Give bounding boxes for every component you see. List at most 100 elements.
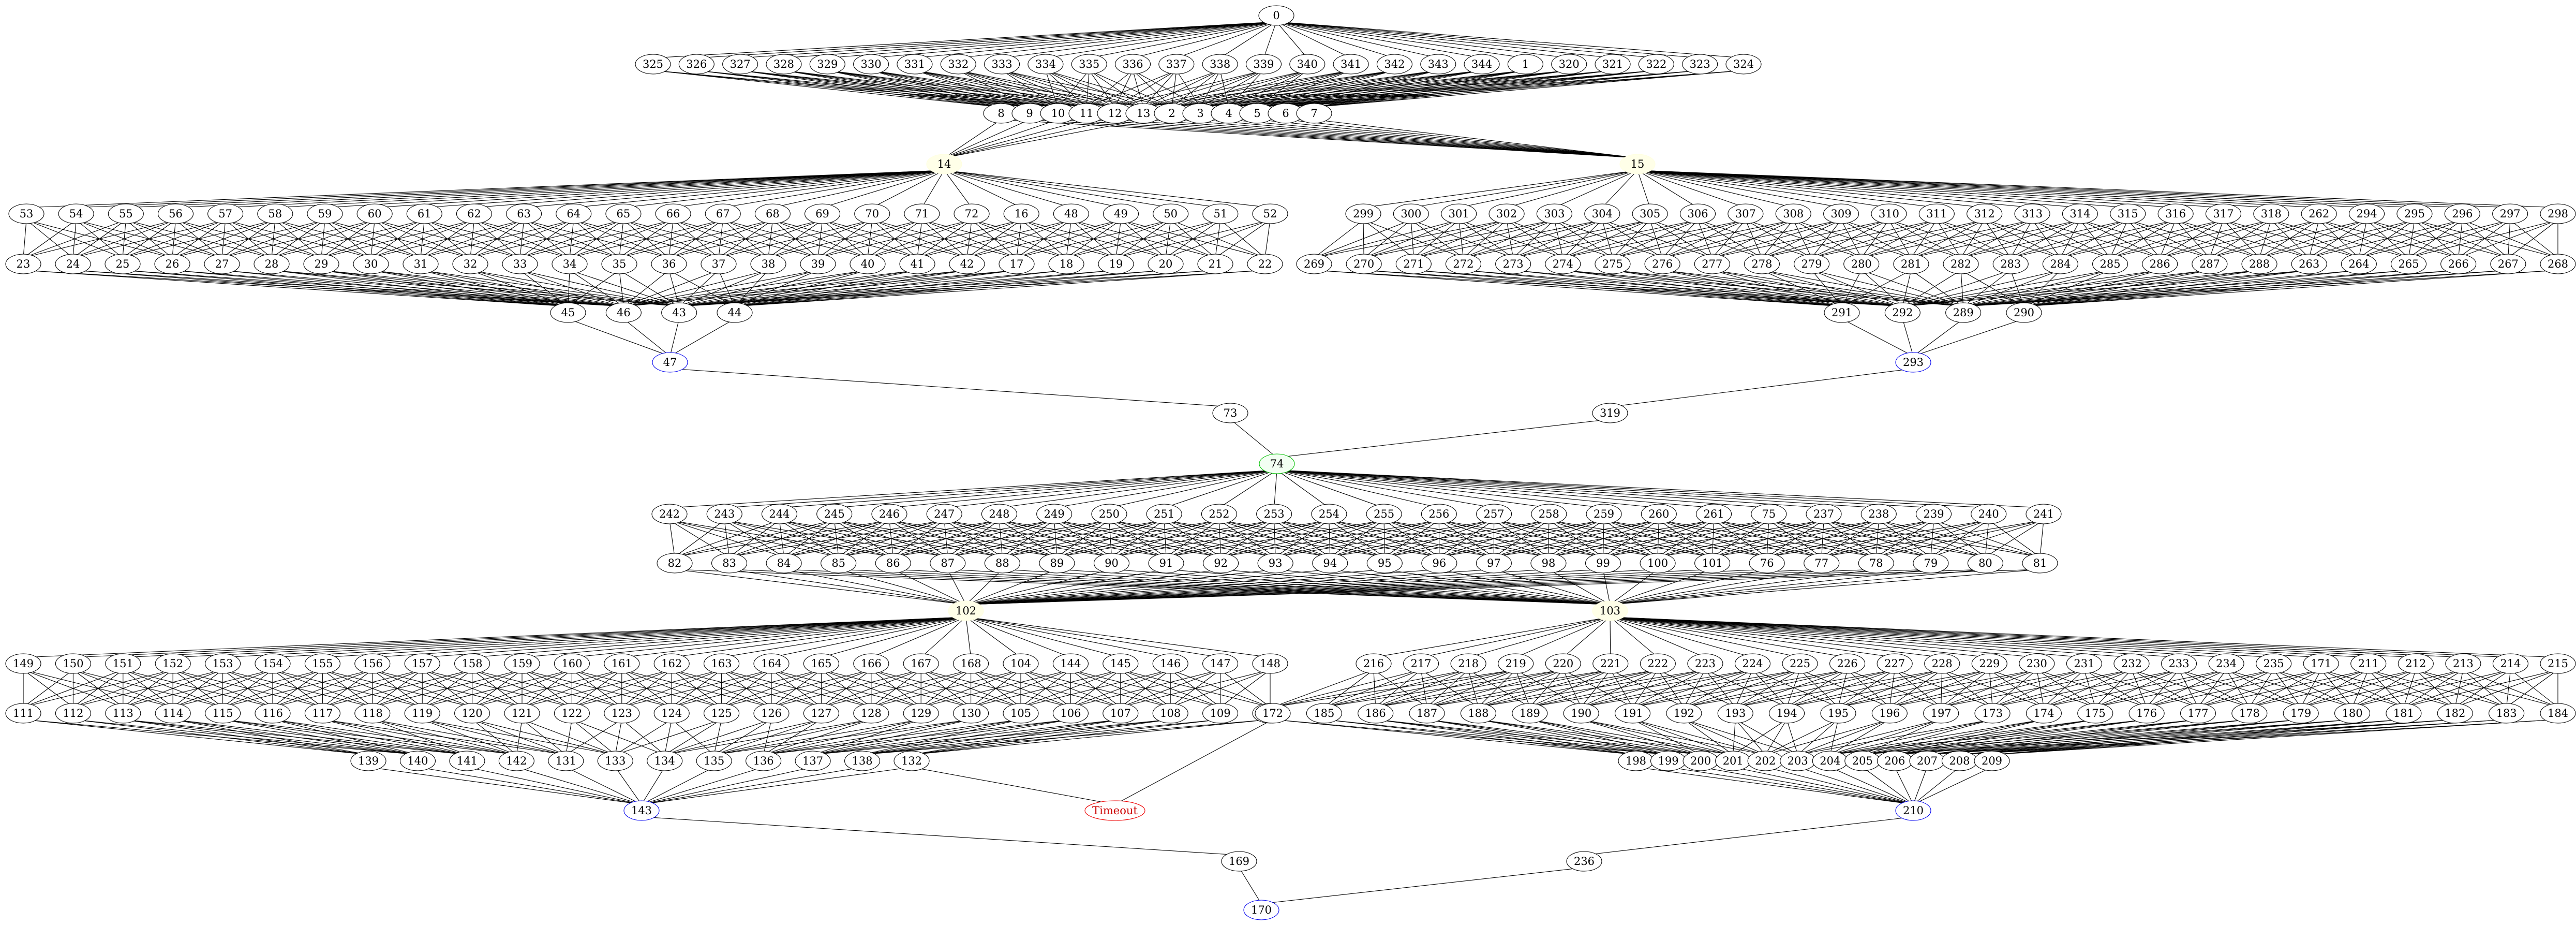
edge-216-186	[1373, 669, 1376, 708]
node-shape	[1530, 553, 1567, 574]
edge-233-178	[2179, 669, 2250, 708]
edge-302-274	[1506, 219, 1564, 258]
edge-271-291	[1413, 270, 1842, 307]
node-166: 166	[853, 653, 889, 674]
node-shape	[1201, 504, 1237, 524]
node-shape	[1202, 653, 1239, 674]
edge-146-106	[1070, 669, 1171, 708]
node-200: 200	[1682, 751, 1719, 771]
edge-296-264	[2359, 219, 2463, 258]
edge-74-249	[1054, 469, 1277, 508]
edge-145-105	[1020, 669, 1121, 708]
node-shape	[805, 203, 841, 224]
node-shape	[2390, 254, 2427, 274]
node-shape	[1967, 203, 2003, 224]
node-26: 26	[154, 254, 190, 274]
edge-286-292	[1902, 270, 2160, 307]
node-label: 21	[1209, 258, 1223, 270]
edge-311-279	[1811, 219, 1937, 258]
node-shape	[635, 54, 671, 75]
node-305: 305	[1632, 203, 1668, 224]
edge-182-207	[1927, 719, 2455, 755]
node-label: 292	[1892, 306, 1913, 319]
node-shape	[1679, 203, 1716, 224]
node-shape	[854, 203, 890, 224]
node-shape	[1915, 504, 1952, 524]
edge-332-13	[958, 70, 1144, 108]
node-shape	[816, 504, 853, 524]
node-label: 277	[1702, 258, 1722, 270]
edge-340-2	[1171, 70, 1307, 108]
node-shape	[2489, 703, 2525, 724]
edge-227-195	[1838, 669, 1895, 708]
node-244: 244	[761, 504, 798, 524]
edge-279-292	[1811, 270, 1903, 307]
edge-316-288	[2175, 219, 2260, 258]
node-label: 340	[1297, 58, 1318, 70]
node-64: 64	[556, 203, 592, 224]
edge-82-102	[674, 569, 966, 605]
edge-102-165	[821, 616, 966, 658]
node-label: 298	[2548, 208, 2568, 220]
node-shape	[2022, 553, 2058, 574]
edge-15-305	[1637, 170, 1650, 208]
edge-331-13	[914, 70, 1144, 108]
edge-74-256	[1276, 469, 1439, 508]
edge-217-185	[1324, 669, 1421, 708]
node-label: 8	[997, 107, 1004, 120]
node-30: 30	[353, 254, 389, 274]
node-shape	[1103, 653, 1139, 674]
node-253: 253	[1256, 504, 1292, 524]
node-label: 323	[1690, 58, 1710, 70]
edge-132-143	[641, 767, 912, 805]
edge-281-291	[1841, 270, 1912, 307]
edge-254-90	[1111, 520, 1329, 557]
edge-234-175	[2095, 669, 2227, 708]
node-label: 236	[1574, 855, 1595, 868]
node-shape	[8, 203, 44, 224]
edge-269-291	[1314, 270, 1842, 307]
edge-262-287	[2209, 219, 2319, 258]
edge-184-208	[1959, 719, 2558, 755]
edge-141-143	[467, 767, 642, 805]
node-shape	[704, 653, 740, 674]
edge-14-59	[324, 170, 945, 208]
node-shape	[1967, 553, 2003, 574]
node-297: 297	[2492, 203, 2528, 224]
edge-0-326	[696, 21, 1277, 58]
edge-147-106	[1070, 669, 1220, 708]
node-label: 211	[2358, 657, 2379, 670]
node-label: 158	[462, 657, 483, 670]
edge-241-81	[2039, 520, 2044, 557]
edge-15-311	[1637, 170, 1937, 208]
node-shape	[753, 653, 790, 674]
node-label: 259	[1594, 508, 1614, 520]
node-shape	[1036, 504, 1073, 524]
edge-220-191	[1562, 669, 1633, 708]
edge-59-26	[172, 219, 325, 258]
edge-340-13	[1143, 70, 1307, 108]
node-301: 301	[1441, 203, 1477, 224]
edge-229-196	[1889, 669, 1990, 708]
node-label: 314	[2069, 208, 2090, 220]
edge-181-208	[1959, 719, 2404, 755]
edge-295-268	[2414, 219, 2558, 258]
edge-211-182	[2368, 669, 2455, 708]
node-330: 330	[853, 54, 889, 75]
node-341: 341	[1333, 54, 1369, 75]
node-label: 123	[612, 707, 632, 720]
edge-319-74	[1276, 419, 1611, 458]
node-shape	[1259, 453, 1295, 474]
node-303: 303	[1536, 203, 1572, 224]
edge-102-162	[672, 616, 966, 658]
node-shape	[1071, 54, 1107, 75]
edge-252-89	[1056, 520, 1219, 557]
node-shape	[803, 703, 839, 724]
edge-38-46	[623, 270, 769, 307]
edge-261-98	[1548, 520, 1714, 557]
edge-234-174	[2044, 669, 2227, 708]
edge-313-281	[1911, 219, 2033, 258]
node-label: 148	[1260, 657, 1280, 670]
edge-302-273	[1506, 219, 1514, 258]
node-272: 272	[1445, 254, 1482, 274]
